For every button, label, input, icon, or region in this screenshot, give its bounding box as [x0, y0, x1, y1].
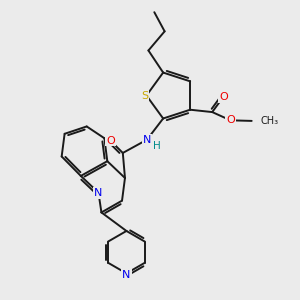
Text: O: O: [226, 115, 235, 125]
Text: H: H: [153, 141, 161, 151]
Text: N: N: [94, 188, 103, 198]
Text: N: N: [122, 270, 130, 280]
Text: CH₃: CH₃: [260, 116, 279, 126]
Text: N: N: [143, 135, 151, 145]
Text: O: O: [219, 92, 228, 102]
Text: S: S: [141, 91, 148, 100]
Text: O: O: [106, 136, 115, 146]
